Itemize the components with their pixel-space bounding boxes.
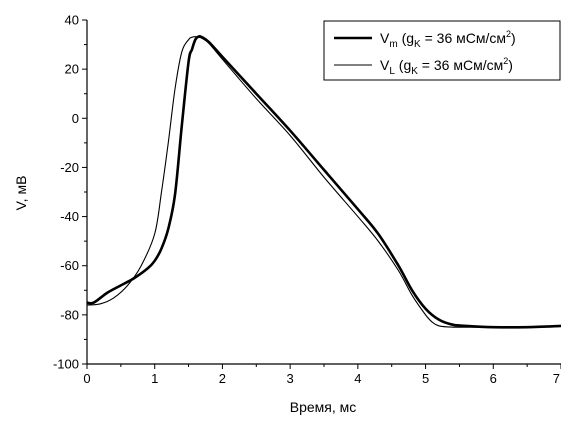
legend-box bbox=[323, 20, 561, 81]
y-tick-label: 40 bbox=[65, 13, 79, 28]
axes: -100 -80 -60 -40 -20 0 20 40 0 1 2 3 4 5 6 7 bbox=[53, 13, 561, 386]
x-tick-label: 5 bbox=[422, 371, 429, 386]
x-tick-label: 3 bbox=[287, 371, 294, 386]
legend-entry: VL (gK = 36 мСм/см2) bbox=[380, 56, 513, 77]
series-line-vm bbox=[87, 34, 561, 329]
x-axis-label: Время, мс bbox=[290, 399, 357, 415]
x-tick-label: 6 bbox=[490, 371, 497, 386]
x-tick-label: 1 bbox=[151, 371, 158, 386]
y-tick-label: -100 bbox=[53, 357, 79, 372]
y-tick-label: -80 bbox=[60, 307, 79, 322]
legend-entry: Vm (gK = 36 мСм/см2) bbox=[380, 29, 516, 50]
y-tick-label: 20 bbox=[65, 62, 79, 77]
legend: Vm (gK = 36 мСм/см2) VL (gK = 36 мСм/см2) bbox=[323, 20, 561, 81]
y-tick-label: -60 bbox=[60, 258, 79, 273]
series-line-vl bbox=[87, 36, 561, 328]
x-tick-label: 0 bbox=[83, 371, 90, 386]
x-tick-label: 4 bbox=[354, 371, 361, 386]
y-axis-label: V, мВ bbox=[13, 176, 29, 211]
y-tick-label: -20 bbox=[60, 160, 79, 175]
x-tick-label: 2 bbox=[219, 371, 226, 386]
x-tick-label: 7 bbox=[553, 371, 560, 386]
y-tick-label: -40 bbox=[60, 209, 79, 224]
series-layer bbox=[87, 34, 561, 329]
y-tick-label: 0 bbox=[72, 111, 79, 126]
